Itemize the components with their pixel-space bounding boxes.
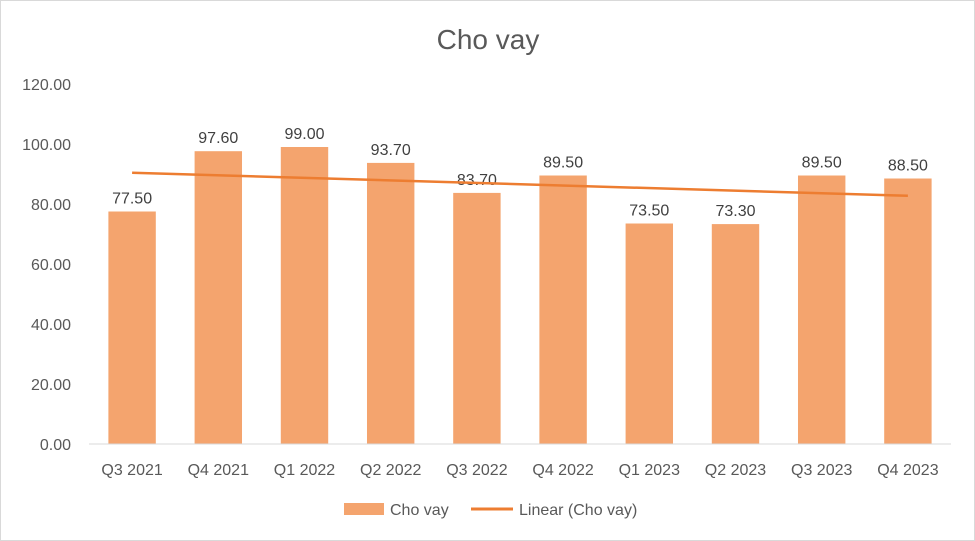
- x-tick-label: Q3 2022: [446, 462, 507, 479]
- y-tick-label: 0.00: [40, 437, 71, 454]
- data-label: 93.70: [371, 142, 411, 159]
- bar: [280, 147, 329, 444]
- data-label: 89.50: [802, 155, 842, 172]
- legend-swatch-cho-vay: [344, 503, 384, 515]
- data-label: 83.70: [457, 172, 497, 189]
- legend: Cho vay Linear (Cho vay): [344, 502, 637, 519]
- bar: [453, 192, 501, 444]
- data-label: 73.30: [715, 203, 755, 220]
- y-tick-label: 120.00: [22, 77, 71, 94]
- x-tick-label: Q1 2023: [619, 462, 680, 479]
- data-labels: 77.50 97.60 99.00 93.70 83.70 89.50 73.50 73.30…: [112, 126, 928, 220]
- x-tick-label: Q4 2022: [532, 462, 593, 479]
- data-label: 73.50: [629, 203, 669, 220]
- y-tick-label: 60.00: [31, 257, 71, 274]
- data-label: 89.50: [543, 155, 583, 172]
- x-tick-label: Q1 2022: [274, 462, 335, 479]
- bar: [884, 178, 932, 444]
- x-tick-label: Q3 2021: [101, 462, 162, 479]
- y-axis: 0.00 20.00 40.00 60.00 80.00 100.00 120.00: [22, 77, 71, 454]
- y-tick-label: 80.00: [31, 197, 71, 214]
- bar: [711, 224, 760, 444]
- x-tick-label: Q4 2023: [877, 462, 938, 479]
- bar: [108, 211, 156, 444]
- bar: [625, 223, 674, 444]
- y-tick-label: 20.00: [31, 377, 71, 394]
- trendline-line: [132, 171, 908, 198]
- x-tick-label: Q3 2023: [791, 462, 852, 479]
- bar-series: [108, 147, 932, 444]
- x-tick-label: Q2 2023: [705, 462, 766, 479]
- x-axis: Q3 2021 Q4 2021 Q1 2022 Q2 2022 Q3 2022 Q4 20…: [101, 462, 938, 479]
- data-label: 99.00: [284, 126, 324, 143]
- x-tick-label: Q2 2022: [360, 462, 421, 479]
- data-label: 97.60: [198, 130, 238, 147]
- y-tick-label: 100.00: [22, 137, 71, 154]
- bar: [366, 162, 415, 444]
- data-label: 88.50: [888, 158, 928, 175]
- chart-title: Cho vay: [437, 24, 540, 55]
- bar: [194, 151, 243, 444]
- bar: [797, 175, 846, 444]
- bar: [539, 175, 587, 444]
- y-tick-label: 40.00: [31, 317, 71, 334]
- data-label: 77.50: [112, 191, 152, 208]
- trendline: [132, 171, 908, 198]
- x-tick-label: Q4 2021: [188, 462, 249, 479]
- legend-label-cho-vay: Cho vay: [390, 502, 449, 519]
- legend-label-trendline: Linear (Cho vay): [519, 502, 637, 519]
